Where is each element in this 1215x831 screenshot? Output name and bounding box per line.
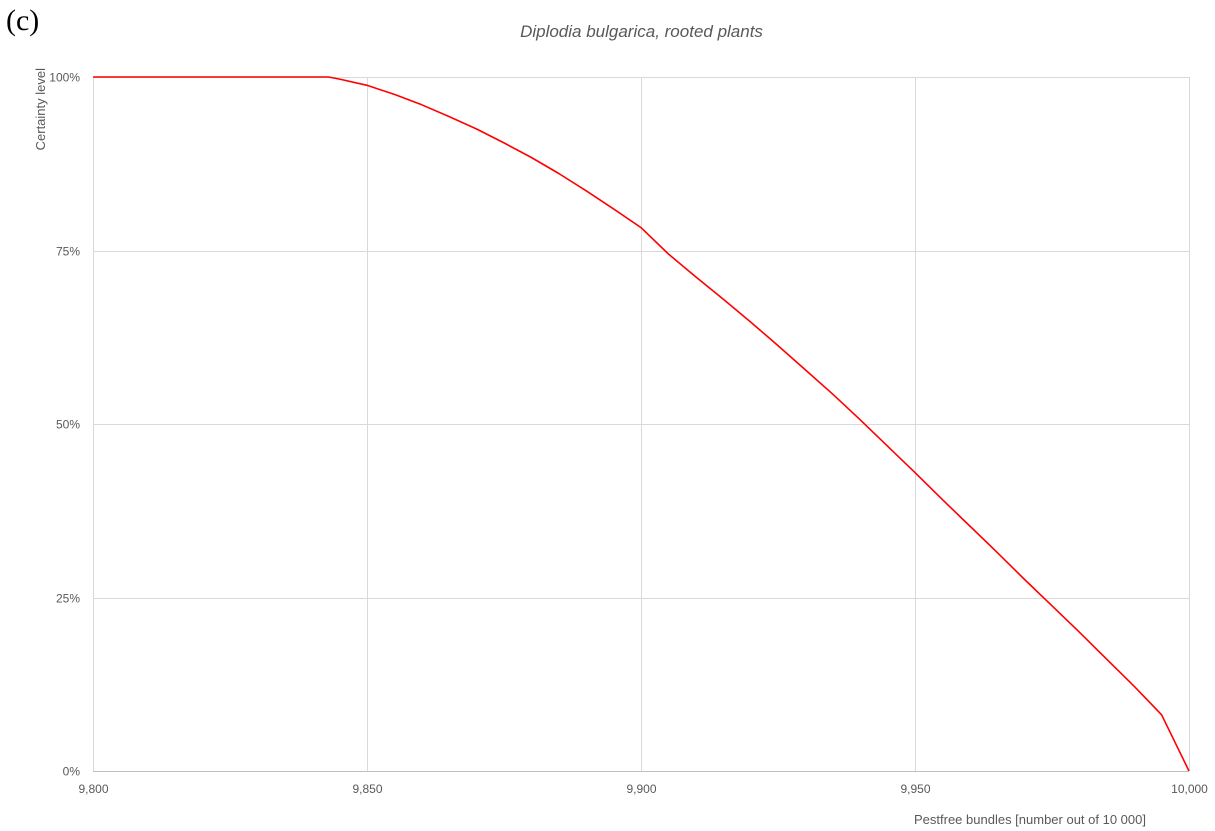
y-tick-label: 50% xyxy=(56,418,80,432)
y-tick-label: 75% xyxy=(56,245,80,259)
grid-layer xyxy=(93,77,1190,772)
y-tick-label: 25% xyxy=(56,592,80,606)
x-axis-label: Pestfree bundles [number out of 10 000] xyxy=(914,812,1146,827)
ticks-layer: 0% 25% 50% 75% 100% 9,800 9,850 9,900 9,950 10,00… xyxy=(49,71,1208,797)
y-tick-label: 100% xyxy=(49,71,80,85)
y-tick-label: 0% xyxy=(63,765,81,779)
x-tick-label: 9,800 xyxy=(78,782,108,796)
x-tick-label: 9,850 xyxy=(352,782,382,796)
series-line xyxy=(93,76,1190,772)
x-tick-label: 9,900 xyxy=(626,782,656,796)
panel-label: (c) xyxy=(6,4,40,37)
chart-title: Diplodia bulgarica, rooted plants xyxy=(520,22,763,41)
x-tick-label: 10,000 xyxy=(1171,782,1208,796)
series-layer xyxy=(93,76,1190,772)
x-tick-label: 9,950 xyxy=(900,782,930,796)
